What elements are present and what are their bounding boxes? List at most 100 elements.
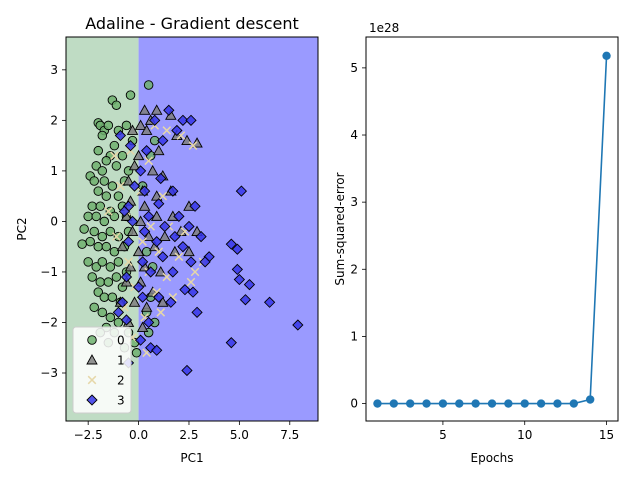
scatter-point-class-1 [134, 215, 147, 226]
scatter-point-class-2 [110, 151, 119, 161]
scatter-point-class-0 [103, 277, 114, 287]
scatter-point-class-3 [167, 266, 179, 278]
scatter-point-class-1 [124, 260, 137, 272]
scatter-point-class-0 [125, 90, 136, 100]
scatter-point-class-0 [97, 130, 108, 141]
scatter-point-class-3 [199, 256, 211, 268]
sse-point [585, 395, 595, 404]
scatter-point-class-0 [85, 236, 95, 247]
scatter-point-class-0 [99, 216, 110, 227]
scatter-point-class-2 [104, 206, 113, 216]
legend-label: 0 [117, 334, 125, 348]
scatter-point-class-3 [183, 220, 195, 233]
line-y-tick-label: 2 [350, 262, 358, 276]
scatter-point-class-3 [163, 104, 175, 116]
scatter-point-class-3 [138, 185, 151, 197]
line-y-tick-label: 4 [350, 128, 358, 142]
scatter-point-class-0 [93, 241, 104, 252]
scatter-point-class-0 [111, 272, 122, 282]
sse-point [504, 399, 513, 408]
scatter-point-class-1 [140, 124, 153, 135]
scatter-point-class-0 [91, 262, 101, 272]
scatter-point-class-0 [97, 231, 108, 242]
scatter-point-class-3 [157, 134, 169, 147]
scatter-point-class-2 [144, 156, 153, 166]
scatter-point-class-3 [118, 205, 131, 217]
scatter-point-class-0 [117, 150, 128, 161]
scatter-point-class-1 [122, 175, 135, 186]
line-chart: 1e28 5 10 15 0 1 2 3 4 5 Epochs Sum-squared-err… [333, 21, 619, 465]
scatter-point-class-2 [156, 308, 166, 317]
scatter-point-class-0 [113, 191, 124, 201]
scatter-point-class-0 [107, 292, 118, 302]
sse-line [377, 55, 608, 405]
scatter-point-class-3 [136, 256, 149, 268]
scatter-point-class-1 [116, 240, 129, 252]
scatter-point-class-3 [122, 235, 135, 248]
scatter-point-class-0 [95, 201, 106, 212]
scatter-y-tick-label: 1 [50, 164, 58, 178]
decision-region-3 [138, 37, 318, 421]
line-x-tick-label: 15 [599, 428, 614, 442]
scatter-point-class-1 [126, 225, 139, 236]
scatter-point-class-1 [126, 124, 139, 135]
scatter-point-class-3 [177, 114, 189, 127]
scatter-point-class-0 [101, 156, 112, 166]
scatter-x-tick-label: 0.0 [129, 428, 148, 442]
scatter-point-class-1 [183, 245, 195, 257]
scatter-point-class-0 [107, 181, 118, 191]
sse-point [520, 399, 529, 408]
scatter-point-class-1 [136, 321, 149, 332]
sse-point [438, 399, 448, 408]
scatter-point-class-3 [145, 266, 157, 278]
scatter-point-class-3 [114, 129, 127, 142]
line-scale-label: 1e28 [369, 21, 399, 35]
line-axes-frame [365, 36, 619, 422]
scatter-point-class-3 [159, 220, 171, 233]
scatter-point-class-3 [112, 306, 125, 319]
scatter-point-class-0 [91, 211, 101, 222]
scatter-point-class-1 [134, 119, 147, 130]
scatter-point-class-3 [136, 291, 149, 303]
scatter-x-tick-label: 2.5 [179, 428, 198, 442]
line-x-tick-label: 10 [517, 428, 532, 442]
scatter-legend: 0 1 2 3 [72, 326, 132, 414]
scatter-point-class-3 [292, 319, 304, 331]
sse-point [553, 399, 562, 408]
scatter-point-class-3 [185, 256, 197, 268]
line-y-tick-label: 0 [350, 397, 358, 411]
scatter-point-class-3 [141, 145, 153, 157]
scatter-point-class-1 [128, 296, 141, 307]
scatter-point-class-1 [132, 149, 145, 161]
scatter-point-class-3 [116, 296, 129, 308]
scatter-point-class-3 [231, 243, 243, 255]
scatter-point-class-1 [150, 104, 163, 115]
scatter-point-class-3 [171, 124, 183, 137]
scatter-point-class-0 [83, 211, 93, 222]
scatter-point-class-2 [186, 277, 196, 287]
scatter-title: Adaline - Gradient descent [85, 14, 299, 33]
line-y-tick-label: 3 [350, 195, 358, 209]
scatter-point-class-3 [153, 198, 165, 210]
scatter-point-class-0 [141, 246, 152, 257]
scatter-point-class-3 [167, 185, 179, 197]
scatter-point-class-1 [128, 159, 141, 171]
scatter-point-class-0 [89, 302, 99, 313]
legend-label: 2 [117, 374, 125, 388]
scatter-point-class-0 [121, 120, 132, 131]
scatter-point-class-0 [93, 145, 104, 156]
scatter-y-tick-label: 3 [50, 63, 58, 77]
scatter-point-class-1 [138, 104, 151, 115]
legend-marker-2 [87, 375, 97, 385]
scatter-point-class-3 [138, 225, 151, 238]
scatter-point-class-3 [155, 172, 167, 185]
scatter-point-class-2 [188, 141, 198, 150]
scatter-point-class-3 [149, 114, 161, 127]
scatter-point-class-3 [153, 291, 165, 303]
scatter-point-class-0 [87, 272, 97, 282]
scatter-point-class-3 [132, 281, 145, 293]
scatter-point-class-3 [239, 294, 252, 306]
scatter-point-class-0 [99, 176, 110, 186]
scatter-x-tick-label: 5.0 [230, 428, 249, 442]
scatter-point-class-3 [134, 334, 147, 346]
